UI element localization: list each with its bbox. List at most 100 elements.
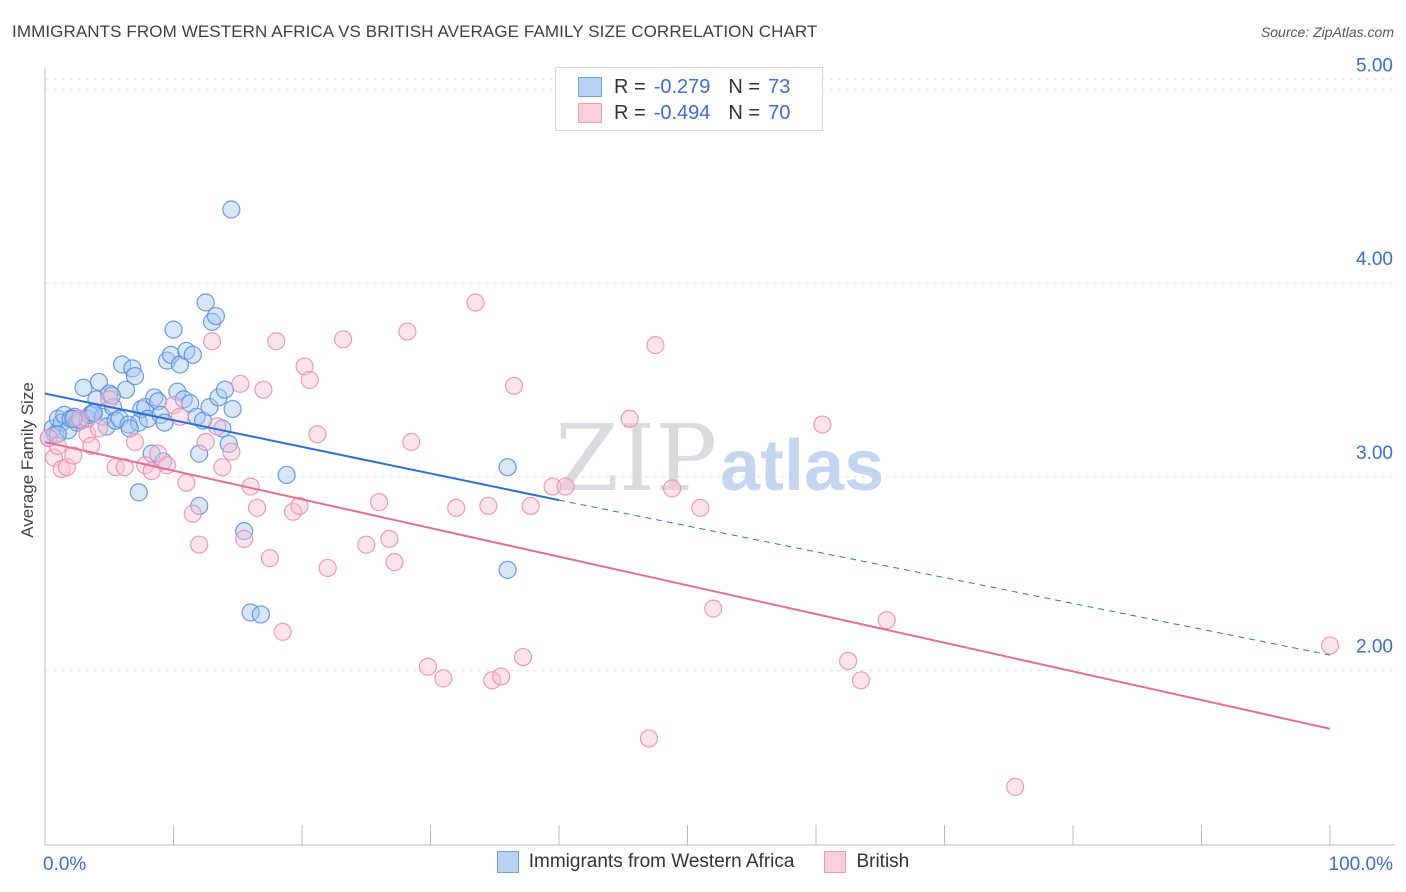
point-british (357, 535, 376, 554)
points-layer (39, 200, 1340, 796)
point-british (235, 529, 254, 548)
point-british (334, 330, 353, 349)
legend-swatch-pink (578, 103, 602, 123)
point-british (208, 417, 227, 436)
point-british (479, 496, 498, 516)
point-british (483, 671, 502, 690)
y-axis-label: Average Family Size (18, 382, 37, 538)
watermark-zip: ZIP (555, 405, 717, 512)
point-british (1006, 777, 1025, 796)
point-western-africa (164, 320, 183, 339)
point-british (385, 553, 404, 572)
point-british (543, 477, 562, 496)
trendline-western-africa-extension (558, 499, 1331, 656)
point-western-africa (112, 355, 132, 374)
legend-n-label: N = (728, 101, 761, 124)
point-british (851, 671, 871, 690)
point-british (513, 647, 533, 667)
point-western-africa (498, 560, 517, 579)
point-british (78, 425, 97, 444)
point-british (639, 729, 659, 748)
point-british (213, 458, 232, 477)
y-tick-label: 5.00 (1356, 55, 1393, 76)
point-british (202, 332, 222, 351)
point-british (57, 458, 76, 477)
point-british (190, 535, 209, 554)
point-british (691, 498, 710, 517)
point-british (466, 293, 485, 312)
point-british (704, 599, 723, 618)
point-british (295, 357, 314, 376)
point-western-africa (129, 413, 148, 432)
legend-label: Immigrants from Western Africa (528, 851, 795, 872)
legend-swatch-blue (578, 77, 602, 97)
point-british (504, 376, 524, 395)
point-british (82, 436, 101, 455)
point-british (247, 498, 267, 517)
point-western-africa (120, 419, 139, 438)
point-british (300, 370, 319, 390)
point-british (64, 446, 83, 465)
point-western-africa (183, 345, 202, 364)
legend-item-western-africa: Immigrants from Western Africa (496, 851, 795, 873)
point-western-africa (125, 367, 145, 386)
legend-row-western-africa: R = -0.279 N = 73 (578, 75, 790, 99)
y-tick-label: 3.00 (1356, 443, 1393, 464)
point-western-africa (277, 465, 296, 485)
point-british (290, 496, 309, 516)
trend-layer (44, 392, 1331, 730)
y-tick-label: 4.00 (1356, 249, 1393, 270)
point-british (196, 432, 215, 452)
point-western-africa (206, 306, 226, 326)
chart-title: IMMIGRANTS FROM WESTERN AFRICA VS BRITIS… (12, 22, 818, 41)
point-western-africa (223, 399, 242, 419)
watermark-layer: ZIP atlas (555, 405, 884, 512)
point-british (70, 409, 89, 428)
point-british (115, 458, 134, 477)
point-western-africa (498, 458, 517, 477)
series-legend: Immigrants from Western Africa British (0, 851, 1406, 873)
point-british (254, 380, 273, 399)
point-british (380, 529, 399, 548)
point-british (492, 667, 511, 686)
point-western-africa (251, 605, 270, 624)
point-british (662, 479, 682, 498)
point-british (308, 425, 327, 444)
point-british (222, 442, 241, 461)
point-british (839, 651, 858, 671)
point-western-africa (64, 409, 83, 428)
point-british (521, 496, 540, 516)
legend-n-value: 73 (768, 75, 791, 98)
legend-item-british: British (824, 851, 909, 873)
legend-n-value: 70 (768, 101, 791, 124)
x-tick-label: 100.0% (1329, 854, 1394, 875)
watermark-atlas: atlas (720, 426, 884, 506)
point-british (260, 549, 279, 568)
point-british (620, 409, 639, 428)
point-british (125, 432, 145, 452)
point-british (318, 558, 337, 578)
point-british (398, 322, 417, 341)
point-western-africa (89, 372, 109, 392)
point-british (267, 332, 286, 351)
point-british (1320, 636, 1340, 655)
legend-n-label: N = (728, 75, 761, 98)
legend-swatch-pink (824, 851, 847, 873)
trendline-british (44, 441, 1331, 730)
correlation-legend: R = -0.279 N = 73 R = -0.494 N = 70 (555, 67, 823, 131)
point-western-africa (190, 444, 209, 463)
chart-source: Source: ZipAtlas.com (1260, 24, 1394, 40)
point-western-africa (129, 483, 148, 502)
legend-r-value: -0.494 (653, 101, 711, 124)
legend-label: British (856, 851, 910, 872)
legend-row-british: R = -0.494 N = 70 (578, 101, 790, 125)
point-british (183, 504, 202, 523)
x-tick-label: 0.0% (43, 854, 86, 875)
point-western-africa (215, 380, 234, 399)
point-british (273, 622, 292, 641)
point-british (164, 396, 183, 415)
grid-layer (45, 78, 1395, 672)
point-british (434, 669, 453, 688)
point-british (447, 498, 466, 517)
